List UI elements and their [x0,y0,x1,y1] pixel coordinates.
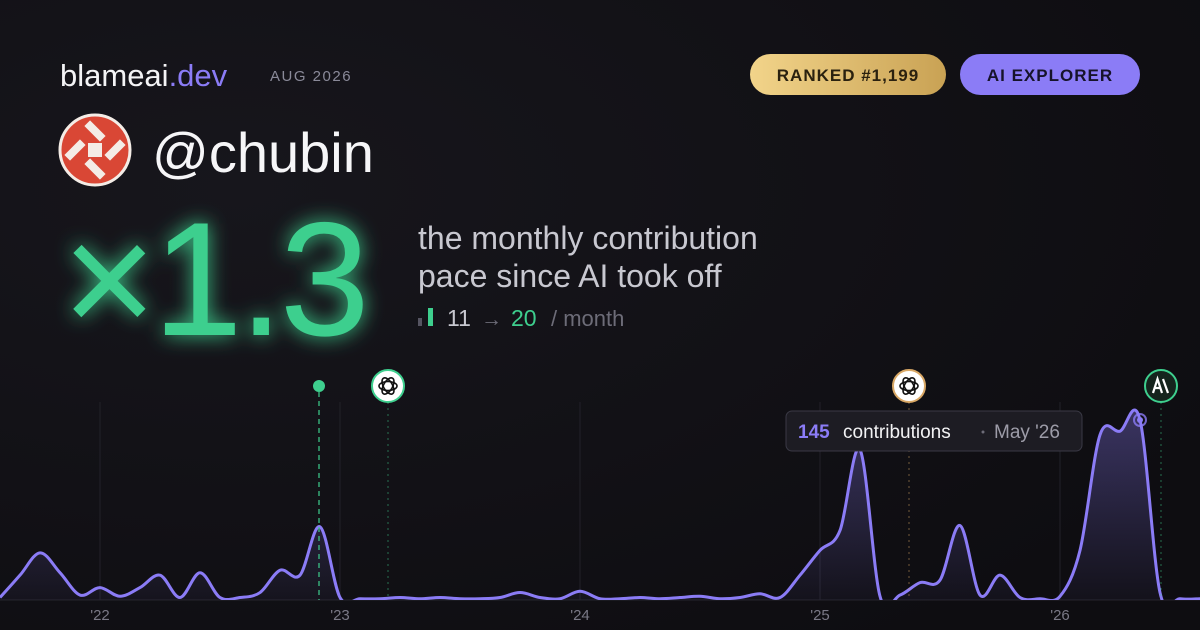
description-line: pace since AI took off [418,258,722,294]
tooltip-date: May '26 [994,422,1060,443]
avatar [58,113,132,187]
area-fill [0,410,1200,600]
anthropic-icon [1144,369,1178,403]
tier-badge [960,54,1140,95]
before-value: 11 [447,305,471,331]
plot [0,408,1200,600]
separator [981,430,985,434]
after-value: 20 [511,305,537,331]
rank-badge-label: RANKED #1,199 [777,66,919,85]
hover-point [1133,413,1147,427]
tooltip-value: 145 [798,422,830,443]
brand: blameai.dev [60,58,228,93]
unit: / month [551,306,624,331]
x-tick-label: '26 [1050,607,1070,624]
x-tick-label: '25 [810,607,830,624]
brand-suffix: .dev [169,58,228,93]
openai-icon [371,369,405,403]
openai-icon [892,369,926,403]
x-tick-label: '22 [90,607,110,624]
event-markers [313,369,1178,600]
rank-badge [750,54,946,95]
arrow: → [481,308,502,331]
x-tick-label: '24 [570,607,590,624]
description-line: the monthly contribution [418,220,758,256]
before-icon [418,318,422,326]
ai-start-dot [313,380,325,392]
hover-point-core [1137,417,1143,423]
tooltip-label: contributions [843,422,951,443]
tooltip-box [785,410,1083,452]
after-icon [428,308,433,326]
period: AUG 2026 [270,68,352,85]
tier-badge-label: AI EXPLORER [987,66,1113,85]
x-tick-label: '23 [330,607,350,624]
multiplier: ×1.3 [62,189,366,370]
brand-name: blameai [60,58,169,93]
contribution-line [0,408,1200,600]
username: @chubin [152,121,374,184]
tooltip: 145 contributions May '26 [785,410,1083,452]
